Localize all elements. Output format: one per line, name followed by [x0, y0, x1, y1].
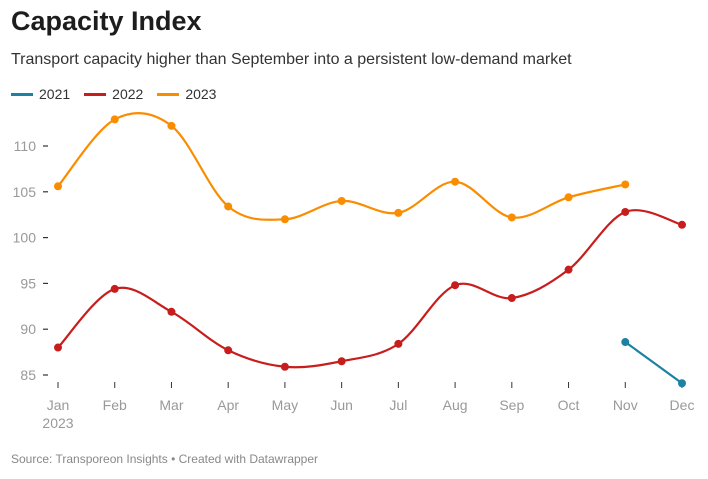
data-point-2023	[224, 202, 233, 211]
y-tick-label: 100	[13, 230, 37, 246]
y-tick-label: 90	[20, 321, 36, 337]
y-tick-label: 105	[13, 184, 37, 200]
x-tick-label: Nov	[613, 397, 638, 413]
data-point-2023	[507, 213, 516, 222]
data-point-2022	[678, 220, 686, 229]
legend-label: 2021	[39, 86, 71, 102]
x-tick-label: Aug	[443, 397, 468, 413]
data-point-2022	[54, 343, 62, 352]
data-point-2023	[54, 182, 62, 191]
data-point-2022	[394, 339, 403, 348]
legend-item-2023: 2023	[157, 86, 216, 102]
legend-item-2021: 2021	[11, 86, 70, 102]
y-tick-label: 110	[14, 138, 37, 154]
data-point-2023	[167, 121, 176, 130]
x-tick-label: Dec	[670, 397, 695, 413]
legend-label: 2023	[185, 86, 217, 102]
series-line-2021	[624, 341, 683, 385]
data-point-2023	[110, 115, 119, 124]
chart-subtitle: Transport capacity higher than September…	[11, 51, 572, 68]
chart-title: Capacity Index	[11, 6, 202, 36]
data-point-2022	[507, 294, 516, 303]
data-point-2023	[621, 180, 630, 189]
x-tick-label: Apr	[217, 397, 239, 413]
data-point-2022	[337, 357, 346, 366]
legend: 2021 2022 2023	[11, 86, 216, 102]
data-point-2021	[678, 379, 686, 388]
x-tick-sublabel: 2023	[42, 415, 73, 431]
data-point-2023	[394, 208, 403, 217]
data-point-2022	[110, 284, 119, 293]
series-line-2022	[57, 209, 683, 369]
legend-label: 2022	[112, 86, 144, 102]
x-tick-label: May	[272, 397, 298, 413]
data-point-2022	[280, 362, 289, 371]
data-point-2022	[451, 281, 460, 290]
x-tick-label: Jun	[330, 397, 353, 413]
data-point-2022	[564, 265, 573, 274]
x-tick-label: Sep	[499, 397, 524, 413]
legend-item-2022: 2022	[84, 86, 143, 102]
y-tick-label: 85	[20, 367, 36, 383]
source-note: Source: Transporeon Insights • Created w…	[11, 452, 319, 466]
data-point-2023	[337, 196, 346, 205]
y-tick-label: 95	[20, 275, 36, 291]
data-point-2023	[451, 177, 460, 186]
data-point-2022	[621, 207, 630, 216]
data-point-2022	[224, 346, 233, 355]
x-tick-label: Jul	[389, 397, 407, 413]
x-tick-label: Mar	[159, 397, 183, 413]
data-point-2023	[564, 193, 573, 202]
x-tick-label: Jan	[47, 397, 70, 413]
data-point-2021	[621, 338, 630, 347]
x-tick-label: Oct	[558, 397, 580, 413]
data-point-2023	[280, 215, 289, 224]
data-point-2022	[167, 307, 176, 316]
x-tick-label: Feb	[103, 397, 127, 413]
